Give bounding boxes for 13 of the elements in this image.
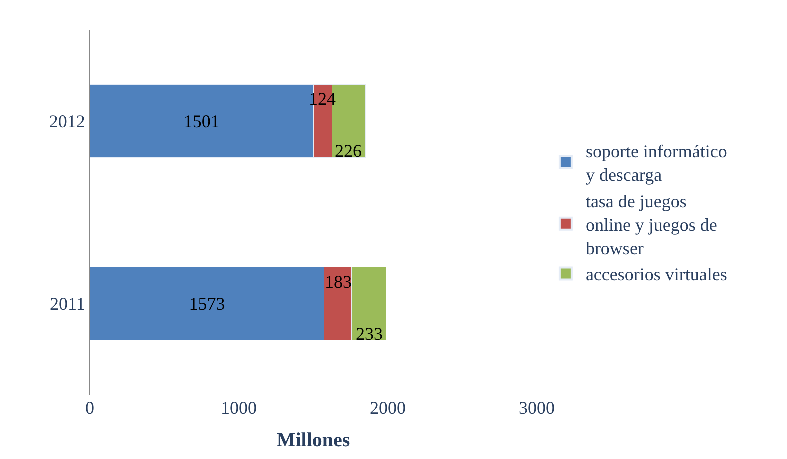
legend-label: accesorios virtuales bbox=[586, 264, 728, 285]
data-label: 1573 bbox=[189, 294, 226, 314]
x-tick-label: 1000 bbox=[221, 398, 257, 418]
x-axis-title: Millones bbox=[276, 430, 350, 452]
data-label: 1501 bbox=[184, 111, 220, 132]
data-label: 183 bbox=[325, 272, 352, 292]
y-tick-label: 2011 bbox=[50, 294, 86, 314]
data-label: 226 bbox=[335, 141, 362, 161]
data-label: 233 bbox=[356, 324, 383, 344]
x-tick-label: 0 bbox=[86, 398, 94, 418]
x-tick-label: 3000 bbox=[519, 398, 555, 418]
x-tick-label: 2000 bbox=[370, 398, 406, 418]
y-tick-label: 2012 bbox=[49, 112, 86, 132]
